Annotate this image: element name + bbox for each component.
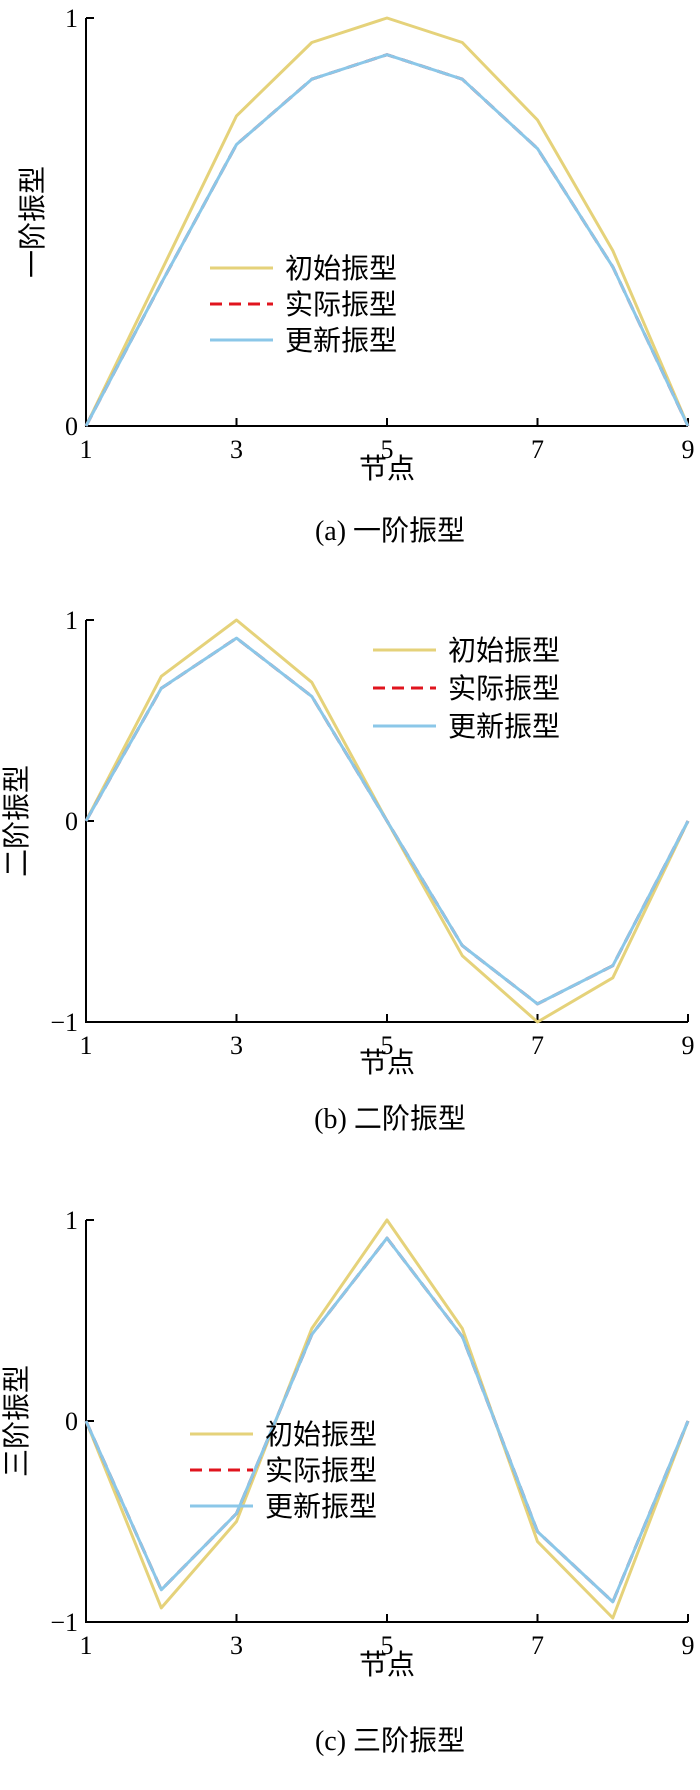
y-tick-label: −1 bbox=[50, 1008, 78, 1037]
x-tick-label: 1 bbox=[80, 1031, 93, 1060]
legend-label-2: 实际振型 bbox=[265, 1455, 377, 1487]
axis-lines bbox=[85, 1220, 688, 1623]
legend-label-2: 实际振型 bbox=[448, 673, 560, 705]
x-tick-label: 9 bbox=[682, 435, 695, 464]
x-tick-label: 1 bbox=[80, 435, 93, 464]
chart-panel-second-mode: −1 0 1 1 3 5 7 9 初始振型实际振型更新振型节点 二阶振型 (b) 二阶振型 bbox=[0, 598, 700, 1180]
chart-caption: (c) 三阶振型 bbox=[315, 1725, 465, 1757]
legend-label-3: 更新振型 bbox=[265, 1491, 377, 1523]
series-line-2 bbox=[84, 1236, 690, 1604]
x-tick-label: 9 bbox=[682, 1031, 695, 1060]
legend-label-3: 更新振型 bbox=[448, 711, 560, 743]
x-tick-label: 5 bbox=[381, 1031, 394, 1060]
x-tick-label: 7 bbox=[531, 1031, 544, 1060]
y-tick-label: 0 bbox=[65, 412, 78, 441]
chart-panel-third-mode: −1 0 1 1 3 5 7 9 初始振型实际振型更新振型节点 三阶振型 (c) 三阶振型 bbox=[0, 1190, 700, 1790]
x-axis-title: 节点 bbox=[359, 1047, 415, 1079]
y-tick-label: 0 bbox=[65, 807, 78, 836]
legend-label-1: 初始振型 bbox=[265, 1419, 377, 1451]
x-axis-title: 节点 bbox=[359, 453, 415, 485]
x-tick-label: 3 bbox=[230, 435, 243, 464]
series-line-1 bbox=[84, 1218, 690, 1620]
y-tick-label: 1 bbox=[65, 1206, 78, 1235]
y-tick-label: 1 bbox=[65, 606, 78, 635]
y-tick-label: −1 bbox=[50, 1608, 78, 1637]
y-axis-title: 二阶振型 bbox=[1, 765, 33, 877]
series-line-3 bbox=[84, 53, 690, 427]
legend-label-1: 初始振型 bbox=[448, 635, 560, 667]
series-line-3 bbox=[84, 636, 690, 1006]
chart-caption: (b) 二阶振型 bbox=[314, 1103, 466, 1135]
x-tick-label: 7 bbox=[531, 435, 544, 464]
y-axis-title: 一阶振型 bbox=[17, 166, 49, 278]
x-tick-label: 3 bbox=[230, 1631, 243, 1660]
x-tick-label: 5 bbox=[381, 435, 394, 464]
y-axis-title: 三阶振型 bbox=[1, 1365, 33, 1477]
x-tick-label: 9 bbox=[682, 1631, 695, 1660]
x-tick-label: 5 bbox=[381, 1631, 394, 1660]
legend-label-1: 初始振型 bbox=[285, 253, 397, 285]
chart-panel-first-mode: 0 1 1 3 5 7 9 初始振型 实际振型 更新振型 节点 一阶振型 (a) 一阶振型 bbox=[0, 0, 700, 590]
series-line-3 bbox=[84, 1236, 690, 1604]
x-tick-label: 1 bbox=[80, 1631, 93, 1660]
legend-label-3: 更新振型 bbox=[285, 325, 397, 357]
series-line-1 bbox=[84, 16, 690, 427]
x-tick-label: 7 bbox=[531, 1631, 544, 1660]
legend-label-2: 实际振型 bbox=[285, 289, 397, 321]
x-tick-label: 3 bbox=[230, 1031, 243, 1060]
y-tick-label: 1 bbox=[65, 4, 78, 33]
x-axis-title: 节点 bbox=[359, 1649, 415, 1681]
y-tick-label: 0 bbox=[65, 1407, 78, 1436]
chart-caption: (a) 一阶振型 bbox=[315, 515, 465, 547]
